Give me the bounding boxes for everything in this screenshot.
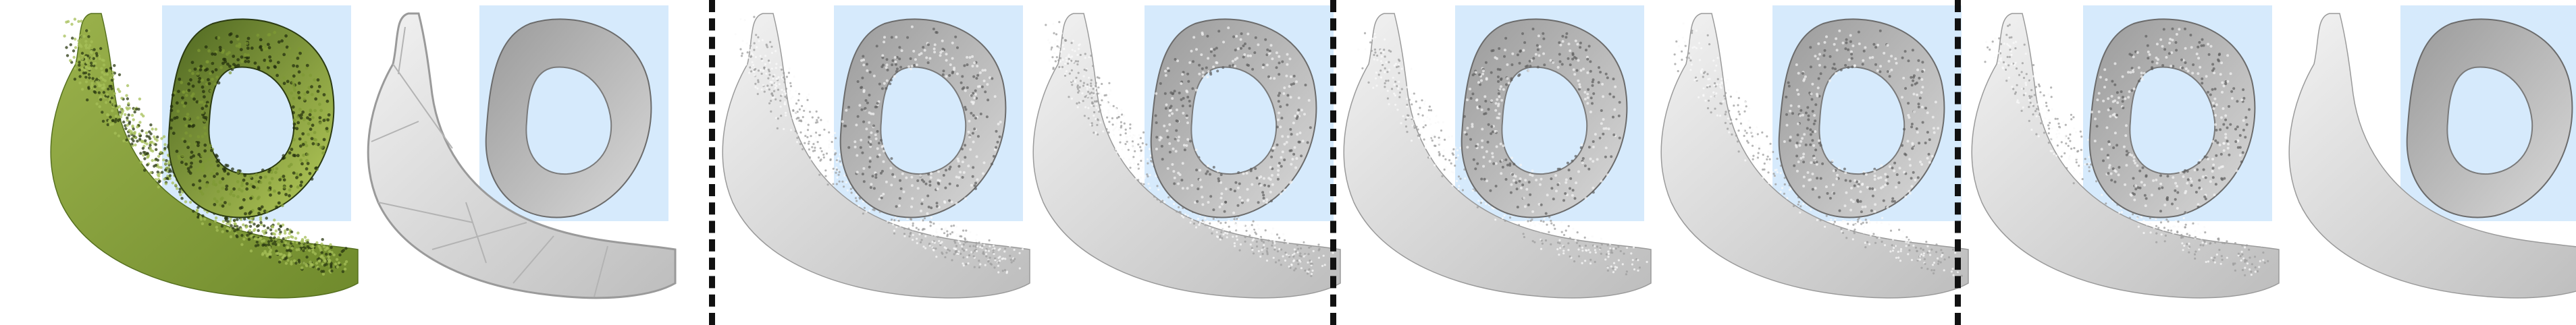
dashed-divider-3: [1955, 0, 1961, 325]
banana-noisy-mesh-icon: [722, 13, 1030, 299]
banana-shape: [1032, 13, 1341, 299]
banana-shape: [367, 12, 677, 299]
banana-rough-mesh-icon: [1660, 13, 1969, 299]
panel-coarse-polygon-mesh: [351, 0, 677, 325]
dashed-divider-1: [709, 0, 715, 325]
dashed-divider-2: [1330, 0, 1336, 325]
panel-smooth-reconstruction: [2272, 0, 2576, 325]
banana-point-cloud-icon: [50, 13, 359, 299]
banana-low-poly-mesh-icon: [367, 12, 677, 299]
banana-rough-mesh-icon: [1343, 13, 1652, 299]
banana-smooth-mesh-icon: [2288, 13, 2576, 299]
panel-point-cloud-input: [34, 0, 359, 325]
banana-shape: [722, 13, 1030, 299]
panel-reconstruction-5: [1955, 0, 2280, 325]
banana-shape: [1660, 13, 1969, 299]
banana-noisy-mesh-icon: [1032, 13, 1341, 299]
panel-reconstruction-3: [1327, 0, 1652, 325]
panel-reconstruction-4: [1644, 0, 1969, 325]
banana-rough-mesh-icon: [1971, 13, 2280, 299]
panel-noisy-reconstruction-2: [1016, 0, 1341, 325]
banana-shape: [1971, 13, 2280, 299]
banana-shape: [2288, 13, 2576, 299]
banana-shape: [50, 13, 359, 299]
panel-noisy-reconstruction-1: [706, 0, 1030, 325]
banana-shape: [1343, 13, 1652, 299]
